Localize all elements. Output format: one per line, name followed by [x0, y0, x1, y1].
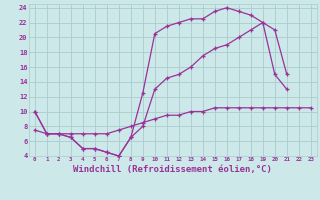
X-axis label: Windchill (Refroidissement éolien,°C): Windchill (Refroidissement éolien,°C): [73, 165, 272, 174]
